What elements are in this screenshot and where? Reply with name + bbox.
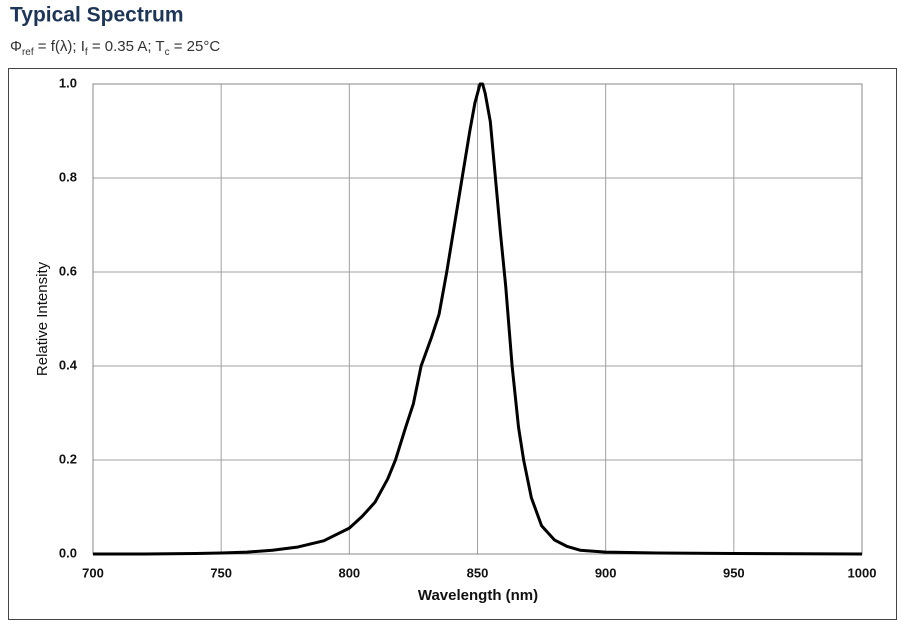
subtitle-text: = f(λ); I: [34, 38, 85, 55]
subtitle-subscript: c: [165, 47, 170, 58]
chart-frame: [8, 68, 897, 620]
x-tick-label: 1000: [848, 565, 877, 580]
y-tick-label: 0.8: [59, 169, 77, 184]
y-tick-label: 0.2: [59, 451, 77, 466]
y-tick-label: 1.0: [59, 75, 77, 90]
y-tick-label: 0.4: [59, 357, 78, 372]
plot-area: [92, 83, 863, 555]
subtitle-text: = 25°C: [170, 38, 221, 55]
y-axis-label: Relative Intensity: [34, 261, 51, 376]
subtitle-text: = 0.35 A; T: [88, 38, 165, 55]
spectrum-line: [93, 82, 863, 556]
x-tick-label: 950: [723, 565, 745, 580]
x-tick-label: 800: [338, 565, 360, 580]
subtitle-subscript: ref: [22, 47, 34, 58]
subtitle-subscript: f: [85, 47, 88, 58]
chart-title: Typical Spectrum: [10, 4, 184, 27]
y-tick-label: 0.6: [59, 263, 77, 278]
y-tick-label: 0.0: [59, 545, 77, 560]
x-tick-label: 850: [467, 565, 489, 580]
subtitle-text: Φ: [10, 38, 22, 55]
x-tick-label: 750: [210, 565, 232, 580]
chart-subtitle: Φref = f(λ); If = 0.35 A; Tc = 25°C: [10, 38, 220, 58]
x-tick-label: 700: [82, 565, 104, 580]
x-tick-label: 900: [595, 565, 617, 580]
x-axis-label: Wavelength (nm): [418, 587, 538, 604]
